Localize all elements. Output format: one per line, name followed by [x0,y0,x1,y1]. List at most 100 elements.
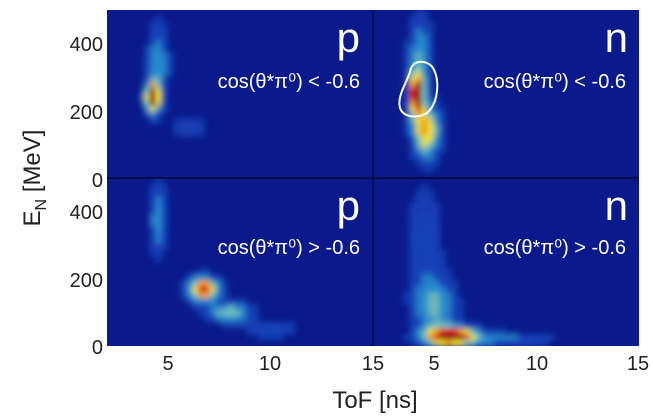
heatmap-cell [403,286,410,293]
heatmap-cell [524,340,531,346]
heatmap-cell [161,40,169,47]
heatmap-cell [209,298,217,305]
heatmap-cell [403,238,410,245]
heatmap-cell [421,280,429,287]
heatmap-cell [409,106,416,113]
heatmap-cell [403,106,410,113]
heatmap-cell [439,106,447,113]
heatmap-cell [421,190,429,197]
heatmap-cell [403,124,410,131]
y-axis-label-sub: N [33,199,50,211]
heatmap-cell [421,166,429,173]
heatmap-cell [185,130,193,137]
heatmap-cell [415,40,422,47]
heatmap-cell [439,322,447,329]
heatmap-cell [264,322,271,329]
heatmap-cell [481,340,489,346]
heatmap-cell [415,262,422,269]
heatmap-cell [221,310,229,317]
heatmap-cell [421,232,429,239]
heatmap-cell [421,226,429,233]
heatmap-cell [403,262,410,269]
heatmap-cell [221,292,229,299]
heatmap-cell [421,130,429,137]
heatmap-cell [439,256,447,263]
heatmap-cell [288,322,296,329]
heatmap-cell [409,208,416,215]
heatmap-cell [161,184,169,191]
heatmap-cell [149,232,156,239]
heatmap-cell [161,52,169,59]
heatmap-cell [415,184,422,191]
heatmap-cell [191,280,199,287]
heatmap-cell [149,226,156,233]
heatmap-cell [203,268,211,275]
heatmap-cell [421,322,429,329]
heatmap-cell [445,280,453,287]
heatmap-cell [143,70,150,77]
heatmap-cell [403,136,410,143]
heatmap-cell [185,136,193,143]
heatmap-cell [415,28,422,35]
heatmap-cell [143,100,150,107]
heatmap-cell [173,118,181,125]
heatmap-cell [427,208,435,215]
heatmap-cell [439,316,447,323]
heatmap-cell [433,244,441,251]
heatmap-cell [409,52,416,59]
heatmap-cell [445,268,453,275]
heatmap-cells [149,178,302,341]
heatmap-cell [403,70,410,77]
heatmap-cell [403,244,410,251]
heatmap-cell [421,148,429,155]
heatmap-cell [415,100,422,107]
heatmap-cell [179,124,187,131]
heatmap-cell [433,154,441,161]
heatmap-cell [445,334,453,341]
heatmap-cell [457,328,465,335]
heatmap-cell [246,310,253,317]
heatmap-cell [185,280,193,287]
heatmap-cell [415,34,422,41]
heatmap-cell [499,328,507,335]
heatmap-cell [161,28,169,35]
heatmap-cell [149,94,156,101]
heatmap-cell [149,58,156,65]
heatmap-cell [433,118,441,125]
heatmap-cell [409,46,416,53]
heatmap-cell [409,58,416,65]
heatmap-cell [445,328,453,335]
heatmap-cell [415,280,422,287]
heatmap-cell [506,340,513,346]
heatmap-cell [227,316,235,323]
y-axis-label: EN [MeV] [19,130,50,227]
heatmap-cell [433,304,441,311]
heatmap-cell [409,88,416,95]
heatmap-cell [445,316,453,323]
heatmap-cell [427,130,435,137]
heatmap-cell [445,322,453,329]
heatmap-cell [439,142,447,149]
heatmap-cell [161,70,169,77]
heatmap-cell [240,316,247,323]
heatmap-cell [167,76,175,83]
x-tick-label: 5 [162,353,173,375]
heatmap-cell [264,328,271,335]
heatmap-cell [433,226,441,233]
heatmap-cell [421,274,429,281]
heatmap-cell [191,274,199,281]
heatmap-cell [439,268,447,275]
heatmap-cell [433,112,441,119]
heatmap-cell [221,322,229,329]
heatmap-cell [203,310,211,317]
heatmap-cell [439,250,447,257]
heatmap-cell [161,88,169,95]
heatmap-cell [221,280,229,287]
heatmap-cell [530,340,537,346]
heatmap-cell [167,58,175,65]
heatmap-cell [439,310,447,317]
heatmap-cell [421,16,429,23]
heatmap-cell [421,244,429,251]
heatmap-cell [246,316,253,323]
